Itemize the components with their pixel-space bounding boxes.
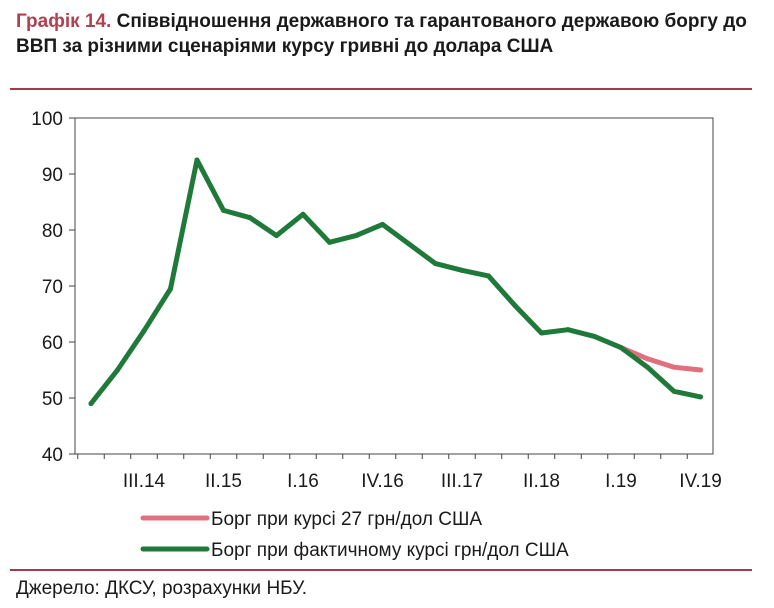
data-point [433, 261, 438, 267]
data-point [274, 233, 279, 239]
data-point [698, 367, 703, 373]
data-point [247, 215, 253, 221]
data-point [565, 327, 571, 333]
series-lines [88, 157, 703, 407]
x-tick-label: IV.19 [679, 471, 722, 492]
data-point [459, 267, 465, 273]
y-tick-label: 80 [42, 221, 63, 242]
legend: Борг при курсі 27 грн/дол США Борг при фа… [140, 509, 569, 561]
data-point [115, 367, 120, 373]
data-point [168, 286, 173, 292]
data-point [512, 303, 518, 309]
y-tick-label: 70 [42, 277, 63, 298]
top-divider [10, 88, 752, 90]
data-point [645, 364, 650, 370]
data-point [645, 356, 650, 362]
data-point [141, 328, 147, 334]
legend-label: Борг при фактичному курсі грн/дол США [211, 540, 569, 561]
x-axis: III.14 II.15 I.16 IV.16 III.17 II.18 I.19 IV.19 [77, 454, 722, 492]
data-point [406, 241, 412, 247]
data-point [300, 211, 306, 217]
x-tick-label: I.16 [287, 471, 319, 492]
source-note: Джерело: ДКСУ, розрахунки НБУ. [16, 578, 308, 599]
data-point [194, 157, 200, 163]
data-point [486, 273, 491, 279]
x-tick-label: II.18 [523, 471, 560, 492]
data-point [221, 207, 226, 213]
data-point [592, 333, 597, 339]
y-tick-label: 90 [42, 165, 63, 186]
y-tick-label: 50 [42, 389, 63, 410]
data-point [353, 233, 359, 239]
y-tick-label: 60 [42, 333, 63, 354]
y-tick-label: 40 [42, 445, 63, 466]
bottom-divider [10, 569, 752, 571]
x-tick-label: I.19 [605, 471, 637, 492]
data-point [671, 364, 677, 370]
x-tick-label: III.14 [123, 471, 166, 492]
series-line-1 [88, 157, 703, 407]
chart-number: Графік 14. [16, 11, 112, 32]
x-tick-label: III.17 [441, 471, 483, 492]
data-point [698, 394, 703, 400]
chart-title-text: Співвідношення державного та гарантовано… [16, 11, 747, 57]
data-point [671, 388, 677, 394]
data-point [539, 330, 544, 336]
chart-title: Графік 14. Співвідношення державного та … [16, 9, 756, 59]
series-line-0 [618, 345, 703, 373]
x-tick-label: II.15 [205, 471, 242, 492]
y-axis: 40 50 60 70 80 90 100 [31, 109, 75, 466]
x-tick-label: IV.16 [361, 471, 404, 492]
data-point [327, 239, 332, 245]
data-point [618, 345, 624, 351]
legend-label: Борг при курсі 27 грн/дол США [211, 509, 482, 530]
y-tick-label: 100 [31, 109, 63, 130]
data-point [380, 221, 385, 227]
data-point [88, 401, 94, 407]
